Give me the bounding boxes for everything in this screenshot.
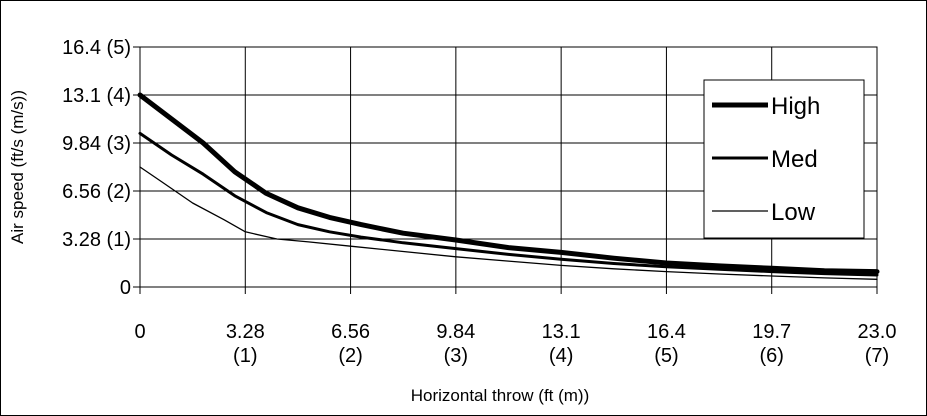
y-axis-ticks: 0 3.28 (1) 6.56 (2) 9.84 (3) 13.1 (4) 16.4 (5… bbox=[62, 37, 140, 299]
y-tick-label: 0 bbox=[120, 277, 131, 299]
y-tick-label: 13.1 (4) bbox=[62, 85, 131, 107]
x-tick-label: 6.56 bbox=[331, 321, 370, 343]
x-tick-label: 13.1 bbox=[542, 321, 581, 343]
x-tick-label: 0 bbox=[134, 321, 145, 343]
legend-label-low: Low bbox=[771, 199, 816, 226]
x-tick-sublabel: (2) bbox=[338, 345, 362, 367]
series-lines bbox=[137, 92, 880, 280]
x-tick-label: 3.28 bbox=[226, 321, 265, 343]
x-tick-sublabel: (3) bbox=[444, 345, 468, 367]
series-line-low bbox=[139, 166, 878, 280]
x-axis-ticks: 0 3.28(1) 6.56(2) 9.84(3) 13.1(4) 16.4(5) 19.7… bbox=[134, 287, 896, 367]
x-tick-label: 16.4 bbox=[647, 321, 686, 343]
legend-label-med: Med bbox=[771, 146, 818, 173]
legend-label-high: High bbox=[771, 93, 820, 120]
x-tick-sublabel: (7) bbox=[865, 345, 889, 367]
x-tick-label: 23.0 bbox=[858, 321, 897, 343]
x-axis-title: Horizontal throw (ft (m)) bbox=[411, 386, 590, 405]
series-line-high bbox=[137, 92, 880, 275]
x-tick-sublabel: (5) bbox=[654, 345, 678, 367]
x-tick-label: 19.7 bbox=[752, 321, 791, 343]
y-tick-label: 9.84 (3) bbox=[62, 133, 131, 155]
y-tick-label: 3.28 (1) bbox=[62, 229, 131, 251]
x-tick-sublabel: (1) bbox=[233, 345, 257, 367]
legend: High Med Low bbox=[703, 79, 865, 239]
x-tick-sublabel: (6) bbox=[759, 345, 783, 367]
x-tick-label: 9.84 bbox=[436, 321, 475, 343]
y-tick-label: 16.4 (5) bbox=[62, 37, 131, 59]
x-tick-sublabel: (4) bbox=[549, 345, 573, 367]
y-tick-label: 6.56 (2) bbox=[62, 181, 131, 203]
series-line-med bbox=[138, 131, 879, 277]
y-axis-title: Air speed (ft/s (m/s)) bbox=[8, 90, 27, 244]
